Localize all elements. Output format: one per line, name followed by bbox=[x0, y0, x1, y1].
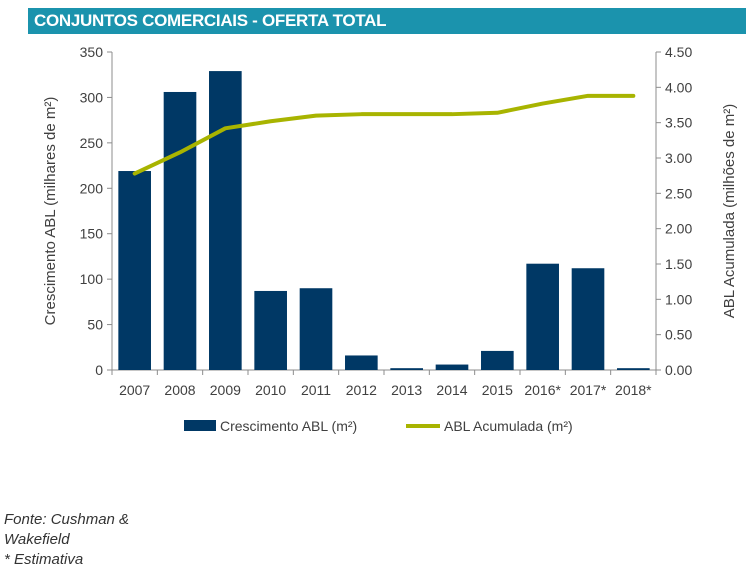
y-right-tick-label: 3.50 bbox=[665, 115, 692, 131]
legend-label-bars: Crescimento ABL (m²) bbox=[220, 418, 357, 434]
bar-2012 bbox=[345, 355, 378, 370]
y-axis-right-title: ABL Acumulada (milhões de m²) bbox=[721, 104, 738, 319]
bar-2018-est bbox=[617, 368, 650, 370]
x-tick-label: 2007 bbox=[119, 382, 150, 398]
legend-label-line: ABL Acumulada (m²) bbox=[444, 418, 573, 434]
y-left-tick-label: 100 bbox=[80, 271, 104, 287]
line-abl-acumulada bbox=[132, 93, 636, 176]
x-tick-label: 2013 bbox=[391, 382, 422, 398]
x-tick-label: 2012 bbox=[346, 382, 377, 398]
x-tick-label: 2009 bbox=[210, 382, 241, 398]
y-left-tick-label: 50 bbox=[87, 317, 103, 333]
title-bar: CONJUNTOS COMERCIAIS - OFERTA TOTAL bbox=[28, 8, 746, 34]
x-tick-label: 2015 bbox=[482, 382, 513, 398]
chart-title: CONJUNTOS COMERCIAIS - OFERTA TOTAL bbox=[34, 11, 387, 30]
y-right-tick-label: 2.00 bbox=[665, 221, 692, 237]
x-tick-label: 2010 bbox=[255, 382, 286, 398]
y-right-tick-label: 0.50 bbox=[665, 327, 692, 343]
bar-2011 bbox=[299, 288, 333, 370]
bar-2010 bbox=[254, 290, 287, 370]
bar-2007 bbox=[118, 171, 151, 370]
x-tick-label: 2014 bbox=[436, 382, 467, 398]
x-tick-label: 2011 bbox=[301, 382, 331, 398]
y-left-tick-label: 250 bbox=[80, 135, 104, 151]
x-tick-label: 2016* bbox=[524, 382, 561, 398]
y-right-tick-label: 0.00 bbox=[665, 362, 692, 378]
combo-chart: 0 50 100 150 200 250 300 350 0.00 0.50 1.00 1.50 2.0… bbox=[42, 44, 738, 434]
bar-2013 bbox=[390, 368, 423, 370]
y-left-tick-label: 200 bbox=[80, 180, 104, 196]
y-right-tick-label: 1.00 bbox=[665, 291, 692, 307]
y-right-tick-label: 2.50 bbox=[665, 185, 692, 201]
x-tick-label: 2008 bbox=[164, 382, 195, 398]
bar-2017-est bbox=[571, 268, 605, 370]
y-right-tick-label: 4.50 bbox=[665, 44, 692, 60]
y-left-tick-label: 350 bbox=[80, 44, 104, 60]
bar-2016-est bbox=[526, 263, 559, 370]
x-tick-label: 2018* bbox=[615, 382, 652, 398]
source-note: Fonte: Cushman & Wakefield * Estimativa bbox=[4, 510, 129, 570]
y-left-tick-label: 150 bbox=[80, 226, 104, 242]
y-right-tick-label: 3.00 bbox=[665, 150, 692, 166]
y-left-tick-label: 300 bbox=[80, 89, 104, 105]
y-right-tick-label: 1.50 bbox=[665, 256, 692, 272]
x-tick-label: 2017* bbox=[570, 382, 607, 398]
bar-2014 bbox=[435, 364, 469, 370]
y-axis-left-title: Crescimento ABL (milhares de m²) bbox=[42, 97, 59, 326]
bar-2009 bbox=[209, 71, 242, 370]
source-line-3: * Estimativa bbox=[4, 551, 84, 568]
source-line-1: Fonte: Cushman & bbox=[4, 511, 130, 528]
y-left-tick-label: 0 bbox=[95, 362, 103, 378]
legend-swatch-bars bbox=[184, 420, 216, 431]
y-right-tick-label: 4.00 bbox=[665, 79, 692, 95]
source-line-2: Wakefield bbox=[4, 531, 70, 548]
bar-2008 bbox=[163, 91, 197, 370]
bar-2015 bbox=[481, 350, 514, 370]
